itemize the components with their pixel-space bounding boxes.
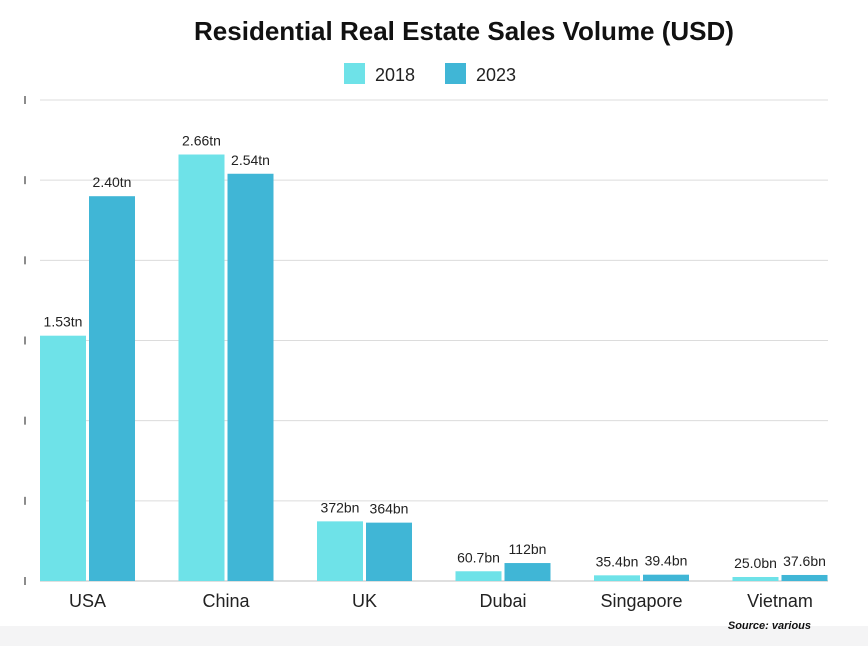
data-label-vietnam-2018: 25.0bn — [734, 555, 777, 571]
data-label-dubai-2023: 112bn — [509, 541, 547, 557]
x-tick-china: China — [202, 591, 250, 611]
bars — [40, 154, 828, 581]
bar-uk-2023 — [366, 522, 412, 581]
data-label-china-2023: 2.54tn — [231, 152, 270, 168]
legend: 2018 2023 — [344, 63, 516, 85]
chart-title: Residential Real Estate Sales Volume (US… — [194, 16, 734, 46]
x-tick-vietnam: Vietnam — [747, 591, 813, 611]
bar-uk-2018 — [317, 521, 363, 581]
data-label-china-2018: 2.66tn — [182, 133, 221, 149]
data-label-uk-2018: 372bn — [321, 499, 360, 515]
data-label-uk-2023: 364bn — [370, 501, 409, 517]
data-label-singapore-2018: 35.4bn — [596, 553, 639, 569]
x-axis-tick-labels: USA China UK Dubai Singapore Vietnam — [69, 591, 813, 611]
bottom-strip — [0, 626, 868, 646]
legend-label-2023: 2023 — [476, 65, 516, 85]
data-label-singapore-2023: 39.4bn — [645, 553, 688, 569]
legend-swatch-2018 — [344, 63, 365, 84]
legend-swatch-2023 — [445, 63, 466, 84]
x-tick-singapore: Singapore — [600, 591, 682, 611]
bar-singapore-2018 — [594, 575, 640, 581]
data-label-usa-2018: 1.53tn — [44, 314, 83, 330]
bar-china-2018 — [178, 154, 225, 581]
bar-dubai-2023 — [504, 563, 551, 581]
bar-dubai-2018 — [455, 571, 502, 581]
source-note: Source: various — [728, 620, 811, 632]
data-label-vietnam-2023: 37.6bn — [783, 553, 826, 569]
data-labels: 1.53tn 2.40tn 2.66tn 2.54tn 372bn 364bn 60.7bn… — [44, 133, 826, 571]
bar-vietnam-2023 — [781, 574, 828, 581]
x-tick-usa: USA — [69, 591, 106, 611]
bar-usa-2023 — [89, 196, 135, 581]
legend-label-2018: 2018 — [375, 65, 415, 85]
x-tick-uk: UK — [352, 591, 377, 611]
gridlines — [24, 96, 828, 585]
bar-china-2023 — [227, 173, 274, 581]
x-tick-dubai: Dubai — [479, 591, 526, 611]
data-label-usa-2023: 2.40tn — [93, 174, 132, 190]
bar-vietnam-2018 — [732, 576, 779, 581]
bar-usa-2018 — [40, 335, 86, 581]
bar-singapore-2023 — [643, 574, 689, 581]
data-label-dubai-2018: 60.7bn — [457, 549, 500, 565]
